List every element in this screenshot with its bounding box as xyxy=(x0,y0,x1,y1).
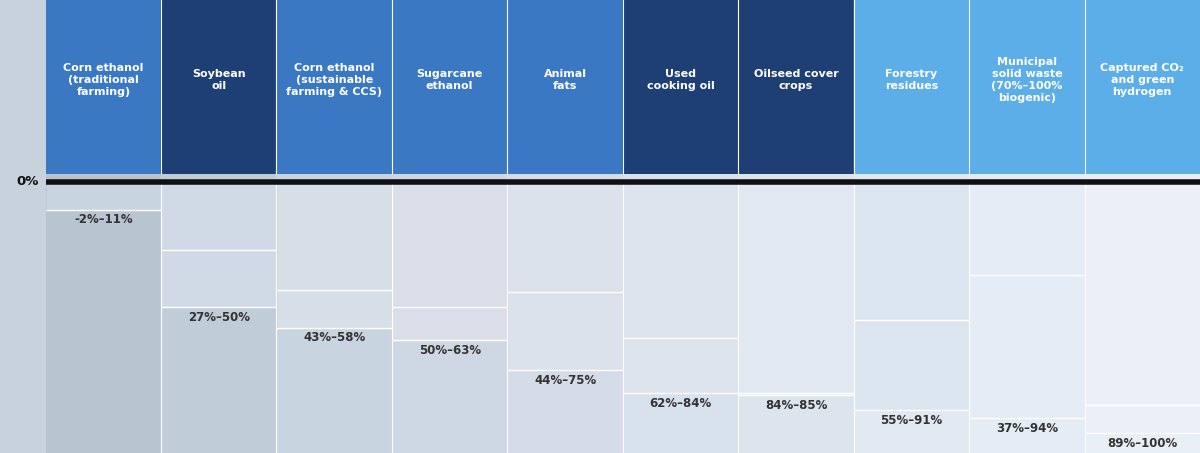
Text: Municipal
solid waste
(70%–100%
biogenic): Municipal solid waste (70%–100% biogenic… xyxy=(991,57,1062,103)
Text: -2%–11%: -2%–11% xyxy=(74,213,133,226)
Text: Sugarcane
ethanol: Sugarcane ethanol xyxy=(416,69,482,91)
Text: 55%–91%: 55%–91% xyxy=(881,414,942,427)
Bar xyxy=(392,174,508,453)
Text: 50%–63%: 50%–63% xyxy=(419,344,481,357)
Bar xyxy=(1085,0,1200,174)
Text: 43%–58%: 43%–58% xyxy=(304,331,365,344)
Text: 84%–85%: 84%–85% xyxy=(764,399,827,412)
Bar xyxy=(392,0,508,174)
Bar xyxy=(738,174,853,453)
Bar xyxy=(276,174,392,453)
Text: Captured CO₂
and green
hydrogen: Captured CO₂ and green hydrogen xyxy=(1100,63,1184,97)
Text: Soybean
oil: Soybean oil xyxy=(192,69,246,91)
Bar xyxy=(738,0,853,174)
Text: Corn ethanol
(traditional
farming): Corn ethanol (traditional farming) xyxy=(64,63,144,97)
Bar xyxy=(739,182,852,395)
Bar xyxy=(854,182,968,410)
Bar xyxy=(46,0,161,174)
Bar xyxy=(47,182,160,210)
Text: Corn ethanol
(sustainable
farming & CCS): Corn ethanol (sustainable farming & CCS) xyxy=(287,63,383,97)
Bar xyxy=(1086,182,1199,433)
Bar xyxy=(509,182,622,370)
Bar xyxy=(1085,174,1200,453)
Text: Forestry
residues: Forestry residues xyxy=(884,69,938,91)
Bar xyxy=(624,182,737,393)
Text: 89%–100%: 89%–100% xyxy=(1108,437,1177,450)
Bar xyxy=(508,174,623,453)
Bar xyxy=(46,174,161,453)
Bar xyxy=(623,174,738,453)
Bar xyxy=(161,0,276,174)
Bar xyxy=(394,182,506,340)
Bar xyxy=(853,174,970,453)
Bar xyxy=(508,0,623,174)
Bar xyxy=(277,182,391,328)
Text: 62%–84%: 62%–84% xyxy=(649,396,712,410)
Bar xyxy=(970,174,1085,453)
Text: 0%: 0% xyxy=(17,175,38,188)
Bar xyxy=(970,0,1085,174)
Text: 44%–75%: 44%–75% xyxy=(534,374,596,387)
Text: 27%–50%: 27%–50% xyxy=(187,311,250,324)
Text: 37%–94%: 37%–94% xyxy=(996,422,1058,434)
Bar xyxy=(276,0,392,174)
Text: Oilseed cover
crops: Oilseed cover crops xyxy=(754,69,839,91)
Bar xyxy=(161,174,276,453)
Bar xyxy=(162,182,275,308)
Text: Used
cooking oil: Used cooking oil xyxy=(647,69,714,91)
Text: Animal
fats: Animal fats xyxy=(544,69,587,91)
Bar xyxy=(853,0,970,174)
Bar xyxy=(623,0,738,174)
Bar xyxy=(971,182,1084,418)
